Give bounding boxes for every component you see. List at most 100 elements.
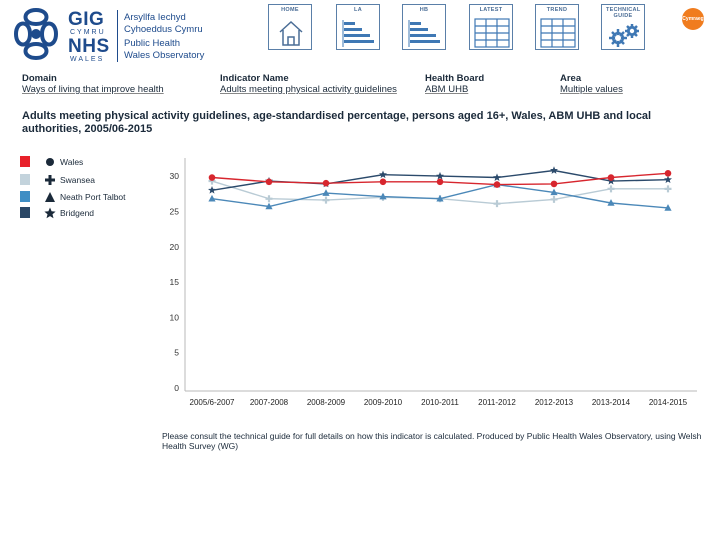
data-point-wales [550,180,558,188]
legend-item-swansea[interactable]: Swansea [20,174,160,186]
table-icon [474,18,510,48]
logo-line-3: Public Health [124,38,180,49]
bar-chart-icon [342,20,374,47]
meta-indicator-value[interactable]: Adults meeting physical activity guideli… [220,84,397,95]
legend-label-neath-port-talbot: Neath Port Talbot [60,192,126,202]
x-tick-label: 2007-2008 [250,398,289,407]
legend-item-bridgend[interactable]: Bridgend [20,207,160,219]
data-point-wales [436,178,444,186]
data-point-neath-port-talbot [322,189,330,196]
circle-marker-icon [46,158,54,166]
legend-swatch-wales [20,156,30,167]
meta-health-board: Health Board ABM UHB [425,73,484,95]
x-tick-label: 2008-2009 [307,398,346,407]
logo-line-1: Arsyllfa Iechyd [124,12,186,23]
data-point-bridgend [379,170,387,179]
meta-indicator: Indicator Name Adults meeting physical a… [220,73,397,95]
nav-technical-guide-button[interactable]: TECHNICAL GUIDE [601,4,645,50]
nav-latest-button[interactable]: LATEST [469,4,513,50]
meta-area-label: Area [560,73,582,84]
nav-trend-label: TREND [546,7,568,13]
nav-hb-label: HB [419,7,429,13]
meta-indicator-label: Indicator Name [220,73,289,84]
data-point-neath-port-talbot [607,199,615,206]
data-point-swansea [607,185,615,193]
meta-domain-value[interactable]: Ways of living that improve health [22,84,164,95]
data-point-neath-port-talbot [265,202,273,210]
y-tick-label: 0 [174,383,179,393]
legend-swatch-bridgend [20,207,30,218]
data-point-bridgend [664,175,672,184]
x-tick-label: 2011-2012 [478,398,516,407]
x-tick-label: 2009-2010 [364,398,403,407]
data-point-neath-port-talbot [436,194,444,202]
y-tick-label: 5 [174,348,179,358]
star-marker-icon [44,207,56,219]
legend-swatch-swansea [20,174,30,185]
nav-trend-button[interactable]: TREND [535,4,579,50]
data-point-wales [322,179,330,187]
x-tick-label: 2014-2015 [649,398,688,407]
data-point-bridgend [550,166,558,174]
data-point-bridgend [208,186,216,194]
legend-label-wales: Wales [60,157,84,167]
data-point-swansea [664,185,672,193]
plus-marker-icon [45,175,55,185]
meta-health-board-label: Health Board [425,73,485,84]
data-point-wales [379,178,387,186]
logo-cymru: CYMRU [70,29,106,36]
data-point-neath-port-talbot [664,204,672,211]
nav-la-button[interactable]: LA [336,4,380,50]
logo-gig: GIG [68,9,105,30]
data-point-wales [265,178,273,186]
legend-item-neath-port-talbot[interactable]: Neath Port Talbot [20,191,160,203]
y-tick-label: 15 [170,277,180,287]
nav-la-label: LA [354,7,362,13]
line-chart: 0 5 10 15 20 25 30 2005/6-2007 2007-2008 2008-200… [170,158,697,407]
data-point-wales [607,174,615,181]
y-tick-label: 10 [170,312,180,322]
nav-technical-guide-label: TECHNICAL GUIDE [606,7,641,19]
table-icon [540,18,576,48]
x-tick-label: 2013-2014 [592,398,631,407]
footnote: Please consult the technical guide for f… [162,431,702,451]
data-point-wales [493,181,501,188]
nav-home-label: HOME [281,7,299,13]
legend-swatch-neath-port-talbot [20,191,30,202]
data-point-swansea [322,196,330,204]
meta-area: Area Multiple values [560,73,623,95]
y-tick-label: 30 [170,171,180,181]
nav-home-button[interactable]: HOME [268,4,312,50]
meta-domain: Domain Ways of living that improve healt… [22,73,164,95]
data-point-wales [664,170,672,177]
triangle-marker-icon [45,192,55,202]
y-tick-label: 20 [170,242,180,252]
nav-latest-label: LATEST [479,7,503,13]
data-point-swansea [265,195,273,203]
data-point-neath-port-talbot [379,192,387,200]
legend-item-wales[interactable]: Wales [20,156,160,168]
logo-nhs: NHS [68,36,110,57]
logo-wales: WALES [70,56,105,63]
legend-label-bridgend: Bridgend [60,208,95,218]
gears-icon [609,24,639,47]
data-point-neath-port-talbot [208,194,216,202]
data-point-bridgend [493,173,501,181]
celtic-knot-icon [13,7,59,61]
x-tick-label: 2005/6-2007 [190,398,235,407]
house-icon [279,20,303,46]
x-tick-label: 2010-2011 [421,398,459,407]
data-point-wales [208,174,216,181]
chart-title: Adults meeting physical activity guideli… [22,110,652,135]
meta-health-board-value[interactable]: ABM UHB [425,84,469,95]
bar-chart-icon [408,20,440,47]
y-tick-label: 25 [170,206,180,216]
meta-area-value[interactable]: Multiple values [560,84,623,95]
legend-label-swansea: Swansea [60,175,95,185]
data-point-bridgend [436,171,444,180]
nav-hb-button[interactable]: HB [402,4,446,50]
logo-divider [117,10,118,62]
language-toggle-button[interactable]: Cymraeg [682,8,704,30]
logo-line-2: Cyhoeddus Cymru [124,24,203,35]
x-tick-label: 2012-2013 [535,398,574,407]
